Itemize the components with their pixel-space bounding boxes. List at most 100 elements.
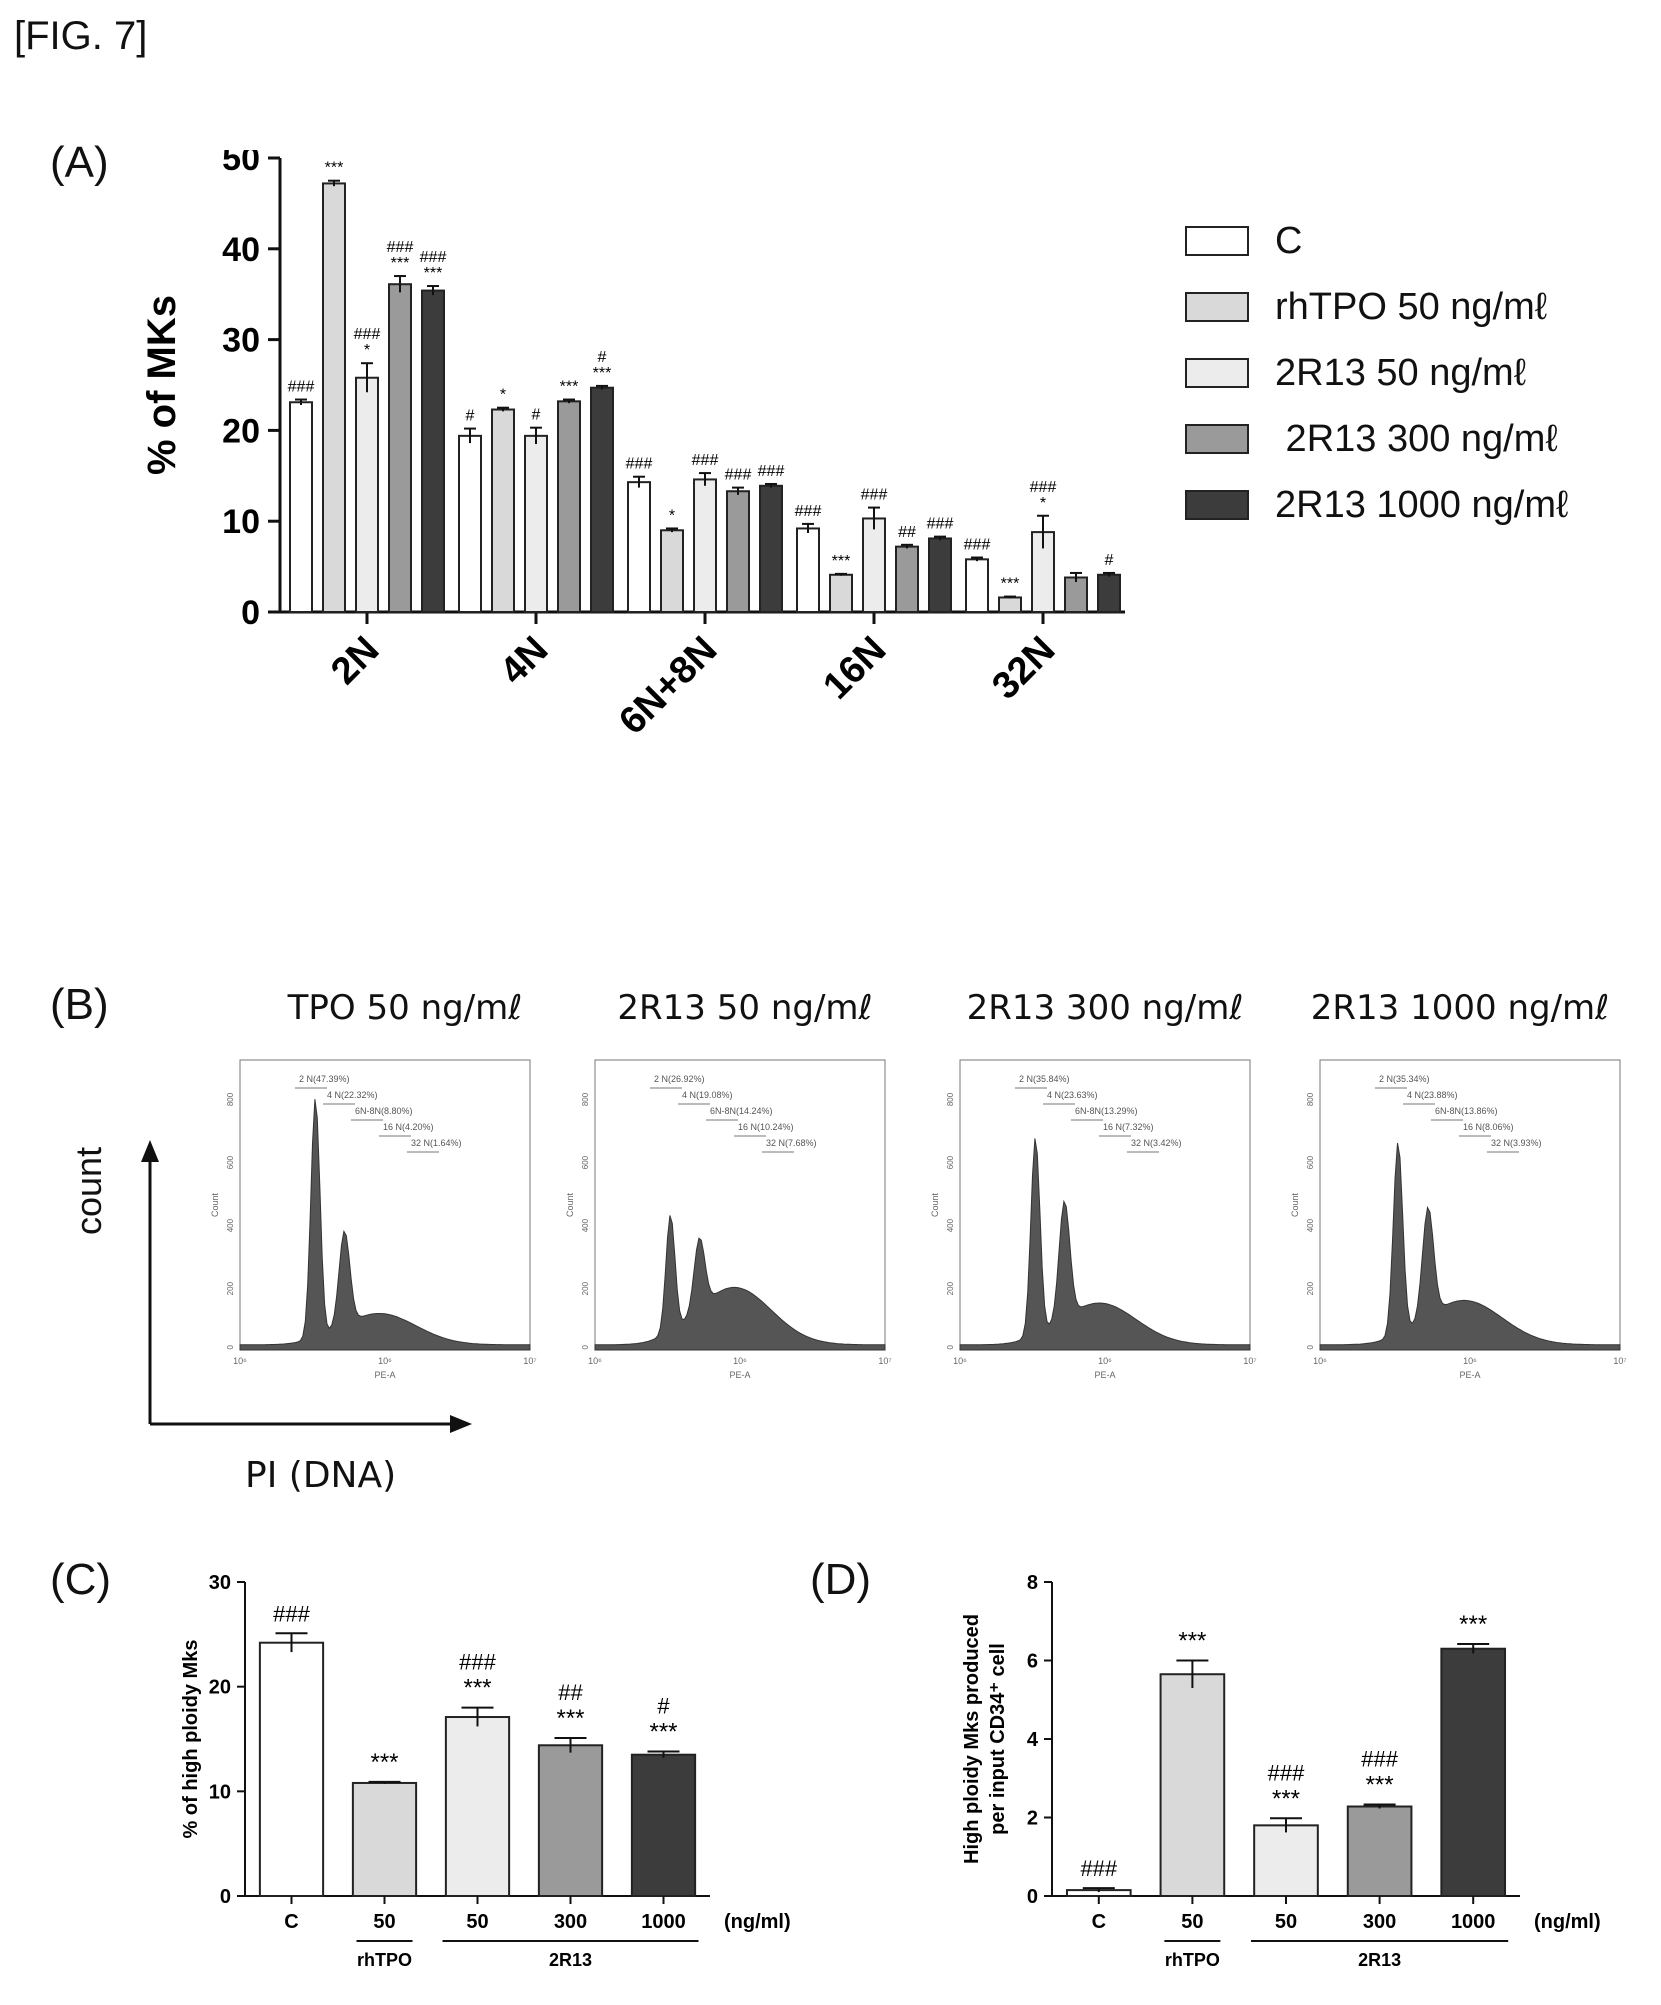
hist-title-1: TPO 50 ng/mℓ [287,988,523,1028]
figure-label: [FIG. 7] [14,14,148,58]
significance-a: # [1105,552,1114,569]
significance-a: ### [354,326,381,343]
group-label-rhtpo: rhTPO [357,1950,412,1970]
legend-swatch-rhtpo [1185,292,1249,322]
y-axis-title-line1: High ploidy Mks produced [961,1614,983,1864]
x-tick-label: 1000 [641,1911,686,1933]
bar-a [829,573,853,614]
x-tick-label: 50 [1181,1911,1203,1933]
bar-a [627,481,651,613]
bar-a [458,434,482,613]
flow-plot-frame [959,1059,1251,1351]
y-tick-label-a: 10 [222,503,260,541]
flow-x-tick: 10⁶ [588,1356,602,1366]
flow-gate-label: 32 N(7.68%) [766,1138,817,1148]
significance-a: # [532,407,541,424]
flow-y-title: Count [565,1193,575,1218]
y-tick-label: 20 [209,1677,231,1699]
x-tick-label: C [284,1911,298,1933]
flow-histogram [239,1099,531,1351]
panel-label-a: (A) [50,138,109,187]
significance-a: ## [898,524,916,541]
significance-a: ### [758,463,785,480]
bar-a [862,517,886,614]
significance-a: *** [593,365,612,382]
bar [537,1744,604,1897]
flow-y-tick: 200 [581,1281,590,1295]
unit-label: (ng/ml) [724,1911,791,1933]
y-tick-label-a: 20 [222,412,260,450]
y-axis-title: % of high ploidy Mks [180,1640,202,1839]
significance: ### [1268,1760,1305,1785]
flow-y-tick: 800 [1306,1092,1315,1106]
y-tick-label: 30 [209,1572,231,1594]
flow-y-tick: 800 [946,1092,955,1106]
panel-label-c: (C) [50,1555,112,1604]
legend-entry-2r13-300: 2R13 300 ng/mℓ [1185,413,1568,465]
bar-a [726,490,750,613]
x-tick-label: 300 [554,1911,587,1933]
flow-x-title: PE-A [1459,1370,1480,1380]
group-label-2r13: 2R13 [1358,1950,1401,1970]
significance-a: ### [626,456,653,473]
flow-gate-label: 4 N(23.63%) [1047,1090,1098,1100]
flow-y-tick: 0 [1306,1344,1315,1349]
significance: ## [558,1680,583,1705]
bar-a [524,434,548,613]
legend-entry-2r13-50: 2R13 50 ng/mℓ [1185,347,1568,399]
flow-gate-label: 6N-8N(13.29%) [1075,1106,1138,1116]
flow-y-title: Count [1290,1193,1300,1218]
significance-a: ### [288,379,315,396]
group-label-rhtpo: rhTPO [1165,1950,1220,1970]
significance-a: ### [927,516,954,533]
flow-y-tick: 0 [226,1344,235,1349]
y-axis-title-a: % of MKs [140,295,184,475]
legend-swatch-2r13-1000 [1185,490,1249,520]
flow-y-tick: 600 [1306,1155,1315,1169]
flow-histogram [959,1138,1251,1351]
bar [258,1641,325,1897]
panel-label-d: (D) [810,1555,872,1604]
bar-a [491,408,515,613]
bar [1253,1824,1319,1898]
flow-y-tick: 600 [581,1155,590,1169]
flow-x-tick: 10⁶ [1313,1356,1327,1366]
significance: *** [463,1675,491,1702]
y-tick-label: 4 [1027,1729,1039,1751]
y-tick-label: 8 [1027,1572,1038,1594]
bar-a [322,182,346,613]
significance-a: ### [692,452,719,469]
flow-x-tick: 10⁶ [1463,1356,1477,1366]
significance-a: * [364,342,370,359]
flow-gate-label: 16 N(4.20%) [383,1122,434,1132]
flow-panel: 0 200 400 600 800 Count 10⁶ 10⁶ 10⁷ PE-A 2 N(47.39… [141,1059,1627,1433]
significance-a: * [669,507,675,524]
flow-y-tick: 400 [1306,1218,1315,1232]
flow-y-tick: 0 [946,1344,955,1349]
bar-a [759,484,783,613]
y-tick-label: 2 [1027,1808,1038,1830]
x-tick-label-a: 16N [815,629,894,708]
significance-a: *** [832,553,851,570]
bar-a [388,283,412,613]
x-tick-label: 1000 [1451,1911,1496,1933]
significance-a: ### [964,537,991,554]
bar [1159,1673,1226,1897]
significance: *** [1272,1785,1300,1812]
legend-swatch-c [1185,226,1249,256]
x-tick-label: 50 [1275,1911,1297,1933]
bar-a [796,527,820,613]
flow-x-tick: 10⁷ [1613,1356,1626,1366]
bar-a [660,529,684,613]
flow-gate-label: 4 N(22.32%) [327,1090,378,1100]
flow-y-arrow-head [141,1140,159,1162]
flow-gate-label: 16 N(8.06%) [1463,1122,1514,1132]
significance: *** [370,1749,398,1776]
bar-a [928,537,952,613]
flow-x-arrow-head [450,1415,472,1433]
flow-y-tick: 600 [226,1155,235,1169]
flow-y-tick: 0 [581,1344,590,1349]
flow-x-tick: 10⁶ [233,1356,247,1366]
y-tick-label: 0 [1027,1886,1038,1908]
